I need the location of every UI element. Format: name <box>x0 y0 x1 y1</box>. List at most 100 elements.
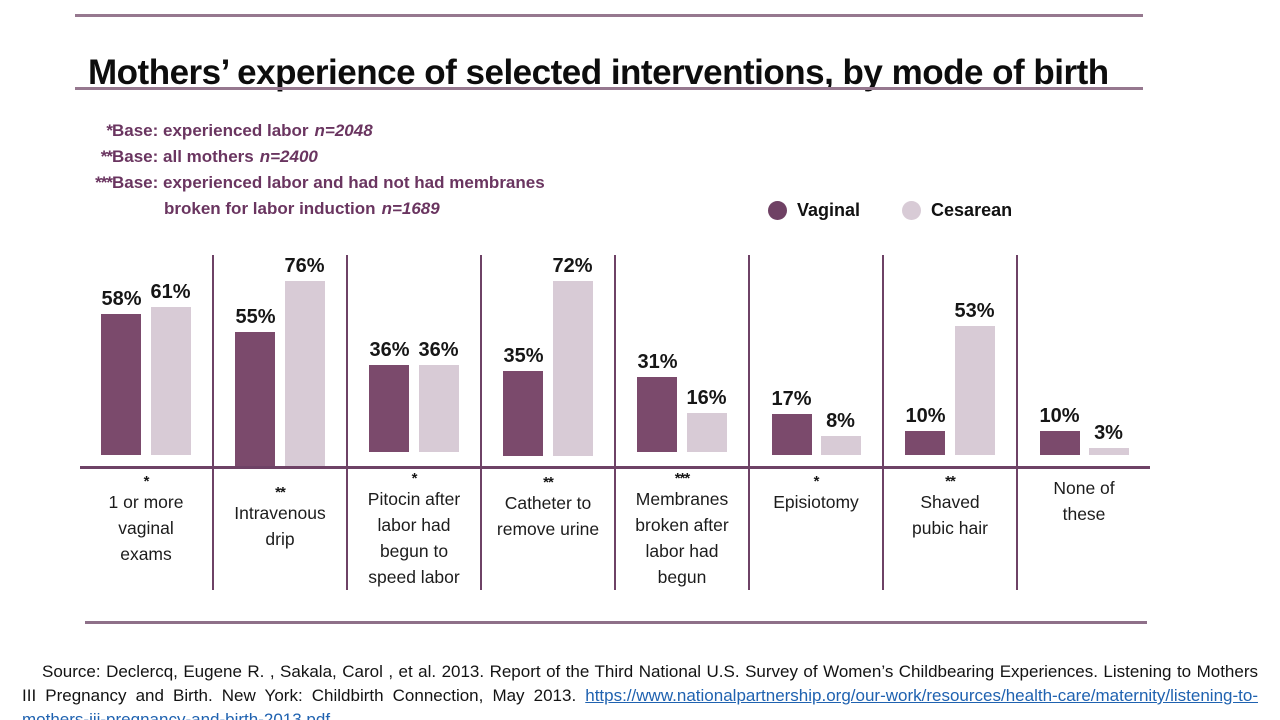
vaginal-dot-icon <box>768 201 787 220</box>
bars-zone: 10% 3% <box>1018 255 1150 456</box>
category-zone: None of these <box>1018 455 1150 590</box>
bottom-rule <box>85 621 1147 624</box>
bar-cesarean <box>686 413 727 452</box>
bar-value-label: 35% <box>503 345 544 367</box>
category-zone: * Episiotomy <box>750 455 882 590</box>
legend: Vaginal Cesarean <box>768 200 1012 221</box>
note-stars: ** <box>100 147 113 166</box>
category-stars: ** <box>275 484 286 501</box>
category-stars: * <box>143 473 150 491</box>
chart-group: 36% 36% * Pitocin after labor had begun to … <box>346 255 480 590</box>
note-text: Base: experienced labor and had not had … <box>112 173 545 192</box>
chart-group: 35% 72% ** Catheter to remove urine <box>480 255 614 590</box>
bar-wrap: 10% <box>1039 405 1080 456</box>
category-zone: ** Intravenous drip <box>214 466 346 590</box>
note-n-value: n=2048 <box>314 121 373 140</box>
bar-value-label: 36% <box>369 339 410 361</box>
bar-value-label: 17% <box>771 388 812 411</box>
category-label: Shaved pubic hair <box>912 492 988 539</box>
bar-cesarean <box>418 365 459 452</box>
bar-wrap: 8% <box>820 410 861 456</box>
title-rule-bottom <box>75 87 1143 90</box>
bar-wrap: 76% <box>285 255 325 466</box>
note-line: broken for labor induction n=1689 <box>84 196 545 222</box>
category-label: Membranes broken after labor had begun <box>635 489 729 587</box>
bar-wrap: 31% <box>637 351 678 452</box>
category-label: 1 or more vaginal exams <box>108 492 184 565</box>
bar-value-label: 16% <box>686 387 727 409</box>
category-zone: *** Membranes broken after labor had begu… <box>616 452 748 590</box>
bar-vaginal <box>101 314 142 456</box>
bar-cesarean <box>1088 448 1129 456</box>
bar-wrap: 53% <box>954 300 995 456</box>
bar-cesarean <box>954 326 995 456</box>
bar-vaginal <box>503 371 544 456</box>
bar-vaginal <box>369 365 410 452</box>
bar-cesarean <box>284 281 325 466</box>
category-label: Intravenous drip <box>234 503 326 549</box>
bar-wrap: 3% <box>1088 422 1129 456</box>
bar-chart: 58% 61% * 1 or more vaginal exams 55% 76% ** In… <box>80 255 1150 590</box>
bars-zone: 35% 72% <box>482 255 614 456</box>
bar-vaginal <box>637 377 678 452</box>
note-stars <box>84 196 112 222</box>
bar-cesarean <box>150 307 191 456</box>
bar-wrap: 55% <box>235 306 276 466</box>
base-notes: * Base: experienced labor n=2048 ** Base… <box>84 118 545 222</box>
note-text: Base: all mothers <box>112 147 254 166</box>
bar-value-label: 10% <box>905 405 946 428</box>
bars-zone: 17% 8% <box>750 255 882 456</box>
note-n-value: n=2400 <box>259 147 318 166</box>
chart-group: 31% 16% *** Membranes broken after labor ha… <box>614 255 748 590</box>
category-zone: * Pitocin after labor had begun to speed … <box>348 452 480 590</box>
bar-value-label: 55% <box>235 306 276 328</box>
chart-group: 10% 53% ** Shaved pubic hair <box>882 255 1016 590</box>
bars-zone: 31% 16% <box>616 255 748 452</box>
category-stars: ** <box>945 473 956 491</box>
bars-zone: 10% 53% <box>884 255 1016 456</box>
category-stars: ** <box>543 474 554 491</box>
note-stars: *** <box>95 173 113 192</box>
source-link[interactable]: https://www.nationalpartnership.org/our-… <box>22 686 1258 720</box>
source-text: Source: Declercq, Eugene R. , Sakala, Ca… <box>22 660 1258 720</box>
note-line: *** Base: experienced labor and had not … <box>84 170 545 196</box>
chart-group: 17% 8% * Episiotomy <box>748 255 882 590</box>
bar-vaginal <box>1039 431 1080 456</box>
bars-zone: 58% 61% <box>80 255 212 456</box>
bar-wrap: 10% <box>905 405 946 456</box>
bar-value-label: 76% <box>284 255 325 277</box>
bar-wrap: 61% <box>150 281 191 456</box>
note-text: broken for labor induction <box>164 199 376 218</box>
bar-value-label: 72% <box>552 255 593 277</box>
note-text: Base: experienced labor <box>112 121 309 140</box>
category-zone: * 1 or more vaginal exams <box>80 455 212 590</box>
bar-value-label: 58% <box>101 288 142 311</box>
bar-value-label: 3% <box>1094 422 1123 445</box>
legend-item-vaginal: Vaginal <box>768 200 860 221</box>
bar-vaginal <box>905 431 946 456</box>
bar-wrap: 16% <box>687 387 727 452</box>
bars-zone: 36% 36% <box>348 255 480 452</box>
chart-group: 10% 3% None of these <box>1016 255 1150 590</box>
bar-wrap: 72% <box>553 255 593 456</box>
category-label: Pitocin after labor had begun to speed l… <box>367 489 461 587</box>
category-label: None of these <box>1053 478 1115 525</box>
note-line: * Base: experienced labor n=2048 <box>84 118 545 144</box>
bar-value-label: 61% <box>150 281 191 304</box>
chart-baseline <box>80 466 1150 469</box>
bars-zone: 55% 76% <box>214 255 346 466</box>
legend-label: Cesarean <box>931 200 1013 220</box>
source-citation: : Declercq, Eugene R. , Sakala, Carol , … <box>22 662 1258 705</box>
bar-value-label: 8% <box>826 410 855 433</box>
bar-wrap: 35% <box>503 345 544 456</box>
bar-wrap: 58% <box>101 288 142 456</box>
bar-wrap: 36% <box>369 339 410 452</box>
bar-wrap: 17% <box>771 388 812 456</box>
legend-item-cesarean: Cesarean <box>902 200 1012 221</box>
category-stars: * <box>411 470 418 487</box>
bar-cesarean <box>820 436 861 456</box>
bar-cesarean <box>552 281 593 456</box>
chart-group: 55% 76% ** Intravenous drip <box>212 255 346 590</box>
cesarean-dot-icon <box>902 201 922 220</box>
